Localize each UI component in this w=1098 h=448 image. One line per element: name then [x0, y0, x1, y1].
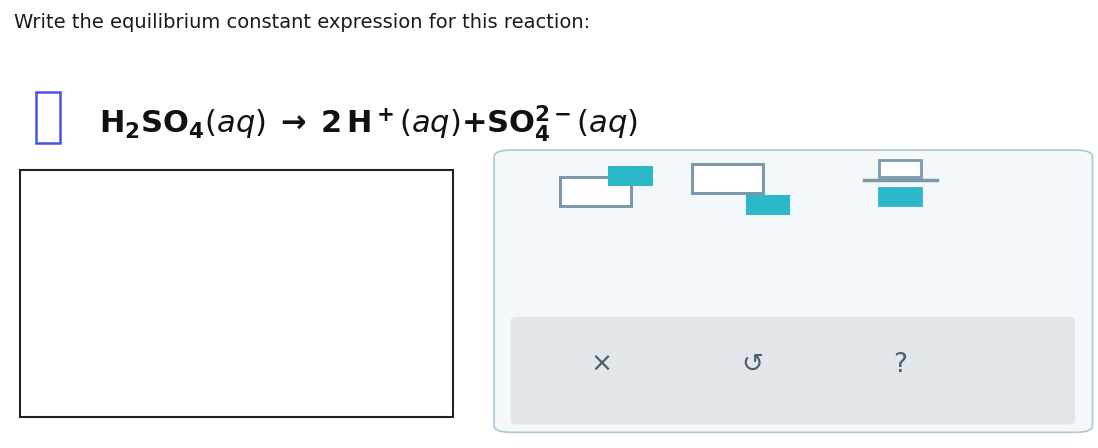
FancyBboxPatch shape: [36, 92, 60, 143]
FancyBboxPatch shape: [560, 177, 631, 206]
Text: $\mathbf{H_2SO_4}$$\mathit{(aq)}$$\;\mathbf{\rightarrow}\;$$\mathbf{2\,H^+}$$\ma: $\mathbf{H_2SO_4}$$\mathit{(aq)}$$\;\mat…: [99, 103, 638, 144]
FancyBboxPatch shape: [747, 196, 788, 213]
Text: ?: ?: [894, 352, 907, 378]
FancyBboxPatch shape: [20, 170, 453, 417]
Text: ↺: ↺: [741, 352, 763, 378]
FancyBboxPatch shape: [494, 150, 1093, 432]
FancyBboxPatch shape: [511, 317, 1075, 425]
FancyBboxPatch shape: [879, 188, 921, 205]
Text: Write the equilibrium constant expression for this reaction:: Write the equilibrium constant expressio…: [14, 13, 591, 32]
FancyBboxPatch shape: [609, 167, 651, 184]
FancyBboxPatch shape: [879, 160, 921, 177]
Text: ×: ×: [591, 352, 613, 378]
FancyBboxPatch shape: [692, 164, 763, 193]
